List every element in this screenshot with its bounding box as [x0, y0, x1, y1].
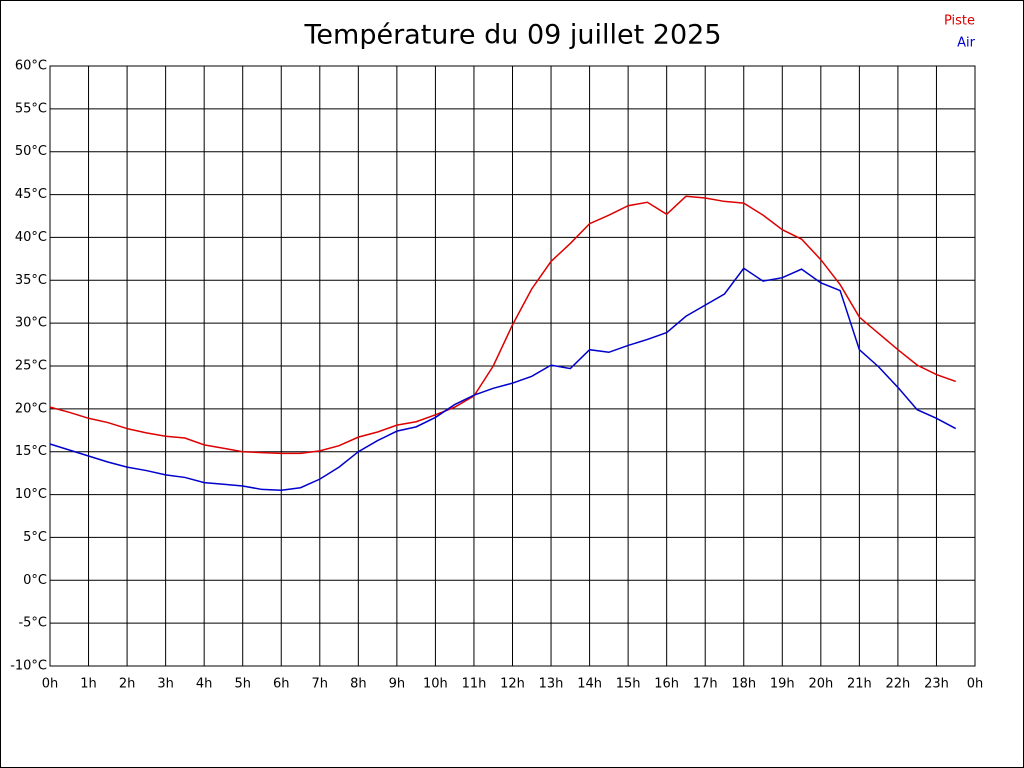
x-tick-label: 9h: [389, 677, 406, 692]
x-tick-label: 21h: [847, 677, 872, 692]
y-tick-label: 0°C: [23, 573, 47, 588]
y-tick-label: -5°C: [18, 616, 47, 631]
x-tick-label: 0h: [42, 677, 59, 692]
y-tick-label: 40°C: [15, 230, 47, 245]
x-tick-label: 11h: [462, 677, 487, 692]
y-tick-label: 30°C: [15, 316, 47, 331]
legend-label: Air: [957, 36, 976, 51]
series-line: [49, 195, 956, 455]
x-tick-label: 22h: [886, 677, 911, 692]
y-tick-label: 5°C: [23, 530, 47, 545]
y-tick-label: -10°C: [10, 659, 47, 674]
x-tick-label: 18h: [731, 677, 756, 692]
x-tick-label: 10h: [423, 677, 448, 692]
x-tick-label: 3h: [157, 677, 174, 692]
legend-label: Piste: [944, 14, 975, 29]
x-tick-label: 13h: [539, 677, 564, 692]
y-tick-label: 10°C: [15, 487, 47, 502]
series-line: [49, 267, 957, 492]
x-tick-label: 12h: [500, 677, 525, 692]
x-tick-label: 4h: [196, 677, 213, 692]
y-tick-label: 60°C: [15, 59, 47, 74]
y-tick-label: 20°C: [15, 401, 47, 416]
x-tick-label: 1h: [80, 677, 97, 692]
y-tick-label: 55°C: [15, 101, 47, 116]
y-tick-label: 35°C: [15, 273, 47, 288]
x-tick-label: 5h: [234, 677, 251, 692]
x-tick-label: 14h: [577, 677, 602, 692]
x-tick-label: 8h: [350, 677, 367, 692]
plot-border: [49, 65, 976, 667]
x-tick-label: 23h: [924, 677, 949, 692]
x-tick-label: 7h: [312, 677, 329, 692]
x-tick-label: 15h: [616, 677, 641, 692]
y-tick-label: 15°C: [15, 444, 47, 459]
x-tick-label: 20h: [808, 677, 833, 692]
x-tick-label: 17h: [693, 677, 718, 692]
x-tick-label: 0h: [967, 677, 984, 692]
y-tick-label: 50°C: [15, 144, 47, 159]
x-tick-label: 19h: [770, 677, 795, 692]
x-tick-label: 16h: [654, 677, 679, 692]
chart-title: Température du 09 juillet 2025: [304, 20, 722, 51]
x-tick-label: 2h: [119, 677, 136, 692]
y-tick-label: 45°C: [15, 187, 47, 202]
y-tick-label: 25°C: [15, 359, 47, 374]
x-tick-label: 6h: [273, 677, 290, 692]
